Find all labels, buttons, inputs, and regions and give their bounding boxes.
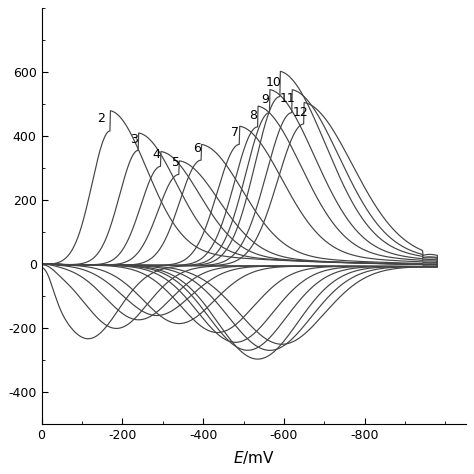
Text: 10: 10 <box>266 76 282 89</box>
Text: 5: 5 <box>172 156 180 169</box>
Text: 12: 12 <box>293 106 309 118</box>
Text: 6: 6 <box>193 142 201 155</box>
Text: 7: 7 <box>231 127 239 139</box>
Text: 2: 2 <box>98 112 105 125</box>
Text: 9: 9 <box>261 93 269 106</box>
X-axis label: $E$/mV: $E$/mV <box>233 449 274 465</box>
Text: 11: 11 <box>280 92 296 105</box>
Text: 8: 8 <box>250 109 257 122</box>
Text: 3: 3 <box>130 133 137 146</box>
Text: 4: 4 <box>153 148 161 161</box>
